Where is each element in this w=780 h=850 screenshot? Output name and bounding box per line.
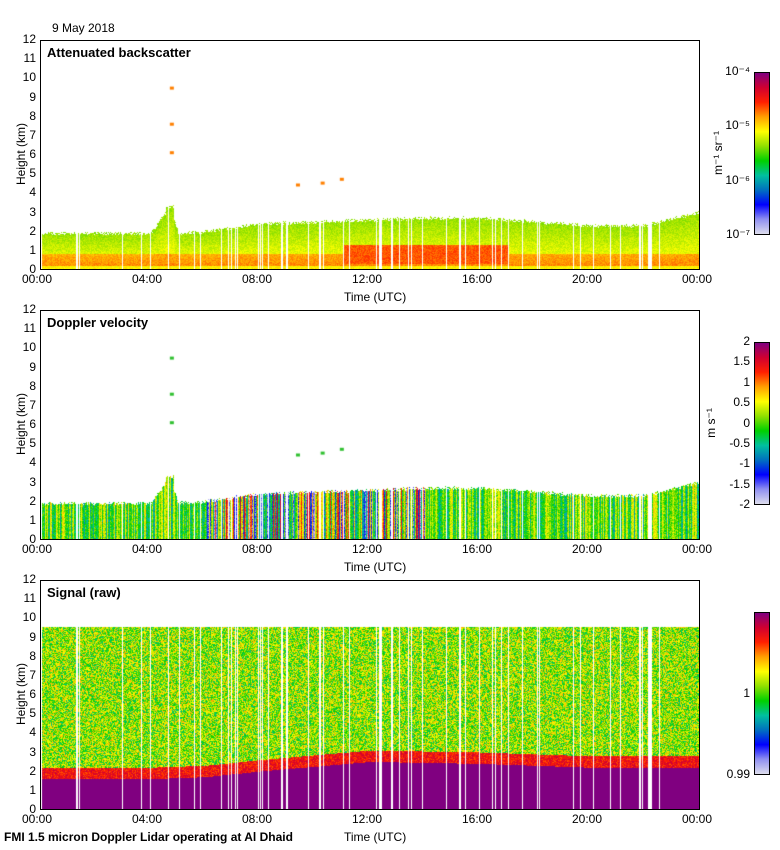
x-axis-label: Time (UTC)	[344, 830, 407, 844]
x-tick-label: 20:00	[572, 812, 603, 826]
y-tick-label: 2	[29, 223, 36, 238]
colorbar	[754, 72, 770, 235]
colorbar-tick-label: 1	[743, 374, 750, 389]
y-tick-label: 4	[29, 455, 36, 470]
y-tick-label: 6	[29, 687, 36, 701]
y-tick-label: 1	[29, 242, 36, 257]
y-tick-label: 11	[23, 51, 36, 66]
x-tick-label: 20:00	[572, 272, 603, 286]
x-tick-label: 08:00	[242, 272, 273, 286]
y-tick-label: 8	[29, 108, 36, 123]
colorbar-tick-label: -1.5	[729, 476, 750, 491]
colorbar-tick-label: -2	[739, 497, 750, 511]
x-tick-label: 16:00	[462, 812, 493, 826]
colorbar-tick-label: 10⁻⁶	[725, 172, 750, 187]
colorbar-tick-label: 1.5	[733, 354, 750, 369]
y-tick-label: 9	[29, 359, 36, 374]
x-tick-label: 08:00	[242, 542, 273, 556]
plot-panel-2: Doppler velocity	[40, 310, 700, 540]
x-tick-label: 00:00	[682, 272, 713, 286]
x-tick-label: 00:00	[22, 272, 53, 286]
heatmap-canvas	[41, 581, 699, 809]
y-tick-label: 8	[29, 648, 36, 663]
colorbar	[754, 342, 770, 505]
date-label: 9 May 2018	[52, 21, 115, 35]
colorbar-tick-label: 0.99	[726, 767, 750, 781]
y-tick-label: 0	[29, 532, 36, 546]
colorbar-tick-label: 1	[743, 685, 750, 700]
x-tick-label: 00:00	[682, 812, 713, 826]
y-tick-label: 11	[23, 591, 36, 606]
x-axis-label: Time (UTC)	[344, 290, 407, 304]
x-tick-label: 16:00	[462, 542, 493, 556]
y-tick-label: 4	[29, 185, 36, 200]
y-tick-label: 8	[29, 378, 36, 393]
x-tick-label: 12:00	[352, 272, 383, 286]
footer-caption: FMI 1.5 micron Doppler Lidar operating a…	[4, 830, 293, 844]
colorbar-tick-label: 2	[743, 334, 750, 348]
colorbar-unit-label: m⁻¹ sr⁻¹	[711, 130, 725, 175]
colorbar-tick-label: 10⁻⁷	[725, 227, 750, 241]
y-tick-label: 10	[22, 610, 36, 625]
y-tick-label: 7	[29, 127, 36, 142]
y-tick-label: 11	[23, 321, 36, 336]
y-tick-label: 9	[29, 89, 36, 104]
y-tick-label: 1	[29, 782, 36, 797]
y-tick-label: 6	[29, 147, 36, 161]
heatmap-canvas	[41, 311, 699, 539]
x-tick-label: 08:00	[242, 812, 273, 826]
colorbar-tick-label: 0	[743, 415, 750, 430]
x-tick-label: 12:00	[352, 812, 383, 826]
y-tick-label: 12	[22, 32, 36, 46]
colorbar-tick-label: 10⁻⁵	[725, 118, 750, 133]
y-tick-label: 2	[29, 493, 36, 508]
x-tick-label: 00:00	[22, 542, 53, 556]
y-tick-label: 0	[29, 802, 36, 816]
y-axis-label: Height (km)	[14, 662, 29, 726]
x-tick-label: 04:00	[132, 542, 163, 556]
y-tick-label: 7	[29, 667, 36, 682]
colorbar-unit-label: m s⁻¹	[703, 407, 718, 438]
y-tick-label: 1	[29, 512, 36, 527]
x-tick-label: 04:00	[132, 812, 163, 826]
y-tick-label: 10	[22, 70, 36, 85]
colorbar-tick-label: 10⁻⁴	[725, 64, 750, 78]
y-tick-label: 6	[29, 417, 36, 431]
y-tick-label: 5	[29, 706, 36, 721]
y-tick-label: 12	[22, 302, 36, 316]
x-axis-label: Time (UTC)	[344, 560, 407, 574]
colorbar	[754, 612, 770, 775]
colorbar-tick-label: -0.5	[729, 435, 750, 450]
y-tick-label: 7	[29, 397, 36, 412]
panel-title: Doppler velocity	[47, 315, 149, 330]
y-axis-label: Height (km)	[14, 392, 29, 456]
heatmap-canvas	[41, 41, 699, 269]
plot-panel-1: Attenuated backscatter	[40, 40, 700, 270]
x-tick-label: 16:00	[462, 272, 493, 286]
colorbar-tick-label: -1	[739, 456, 750, 471]
panel-title: Attenuated backscatter	[47, 45, 191, 60]
x-tick-label: 00:00	[22, 812, 53, 826]
plot-panel-3: Signal (raw)	[40, 580, 700, 810]
y-tick-label: 5	[29, 166, 36, 181]
y-tick-label: 2	[29, 763, 36, 778]
panel-title: Signal (raw)	[47, 585, 121, 600]
y-tick-label: 10	[22, 340, 36, 355]
y-tick-label: 5	[29, 436, 36, 451]
y-tick-label: 0	[29, 262, 36, 276]
x-tick-label: 20:00	[572, 542, 603, 556]
x-tick-label: 12:00	[352, 542, 383, 556]
y-tick-label: 4	[29, 725, 36, 740]
y-tick-label: 3	[29, 204, 36, 219]
x-tick-label: 04:00	[132, 272, 163, 286]
y-tick-label: 9	[29, 629, 36, 644]
y-axis-label: Height (km)	[14, 122, 29, 186]
colorbar-tick-label: 0.5	[733, 395, 750, 410]
y-tick-label: 3	[29, 744, 36, 759]
y-tick-label: 12	[22, 572, 36, 586]
y-tick-label: 3	[29, 474, 36, 489]
x-tick-label: 00:00	[682, 542, 713, 556]
